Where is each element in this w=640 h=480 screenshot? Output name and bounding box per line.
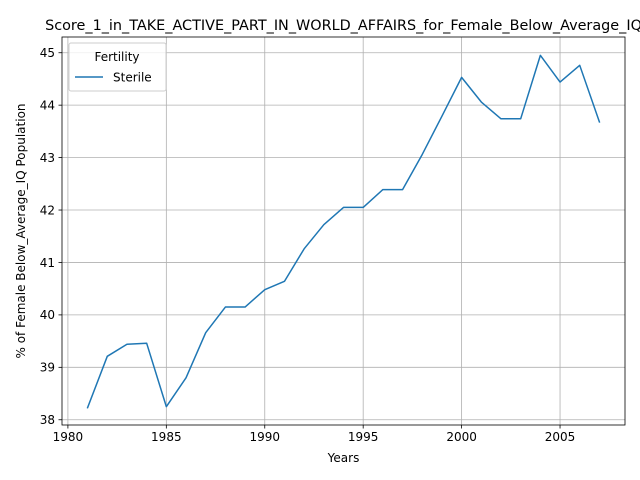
x-tick-label: 1980: [53, 430, 84, 444]
series-layer: [86, 54, 601, 409]
x-tick-label: 2005: [545, 430, 576, 444]
y-tick-label: 44: [40, 98, 55, 112]
y-tick-label: 40: [40, 308, 55, 322]
y-axis-label: % of Female Below_Average_IQ Population: [14, 103, 28, 358]
y-tick-label: 41: [40, 256, 55, 270]
y-tick-label: 45: [40, 46, 55, 60]
axis-ticks: 1980 1985 1990 1995 2000 2005 38 39 40 41 42 43 44 45: [40, 46, 576, 444]
y-tick-label: 42: [40, 203, 55, 217]
y-tick-label: 43: [40, 151, 55, 165]
x-tick-label: 2000: [446, 430, 477, 444]
y-tick-label: 38: [40, 413, 55, 427]
legend-title: Fertility: [94, 50, 139, 64]
x-tick-label: 1985: [151, 430, 182, 444]
chart-title: Score_1_in_TAKE_ACTIVE_PART_IN_WORLD_AFF…: [45, 18, 640, 34]
x-tick-label: 1990: [249, 430, 280, 444]
x-tick-label: 1995: [348, 430, 379, 444]
x-axis-label: Years: [327, 451, 360, 465]
legend-entry-sterile: Sterile: [113, 71, 152, 85]
legend: Fertility Sterile: [68, 42, 167, 92]
y-tick-label: 39: [40, 361, 55, 375]
grid-lines: [62, 37, 625, 425]
plot-area-frame: [61, 36, 626, 426]
series-line-sterile: [86, 54, 601, 409]
legend-box: [68, 42, 167, 92]
